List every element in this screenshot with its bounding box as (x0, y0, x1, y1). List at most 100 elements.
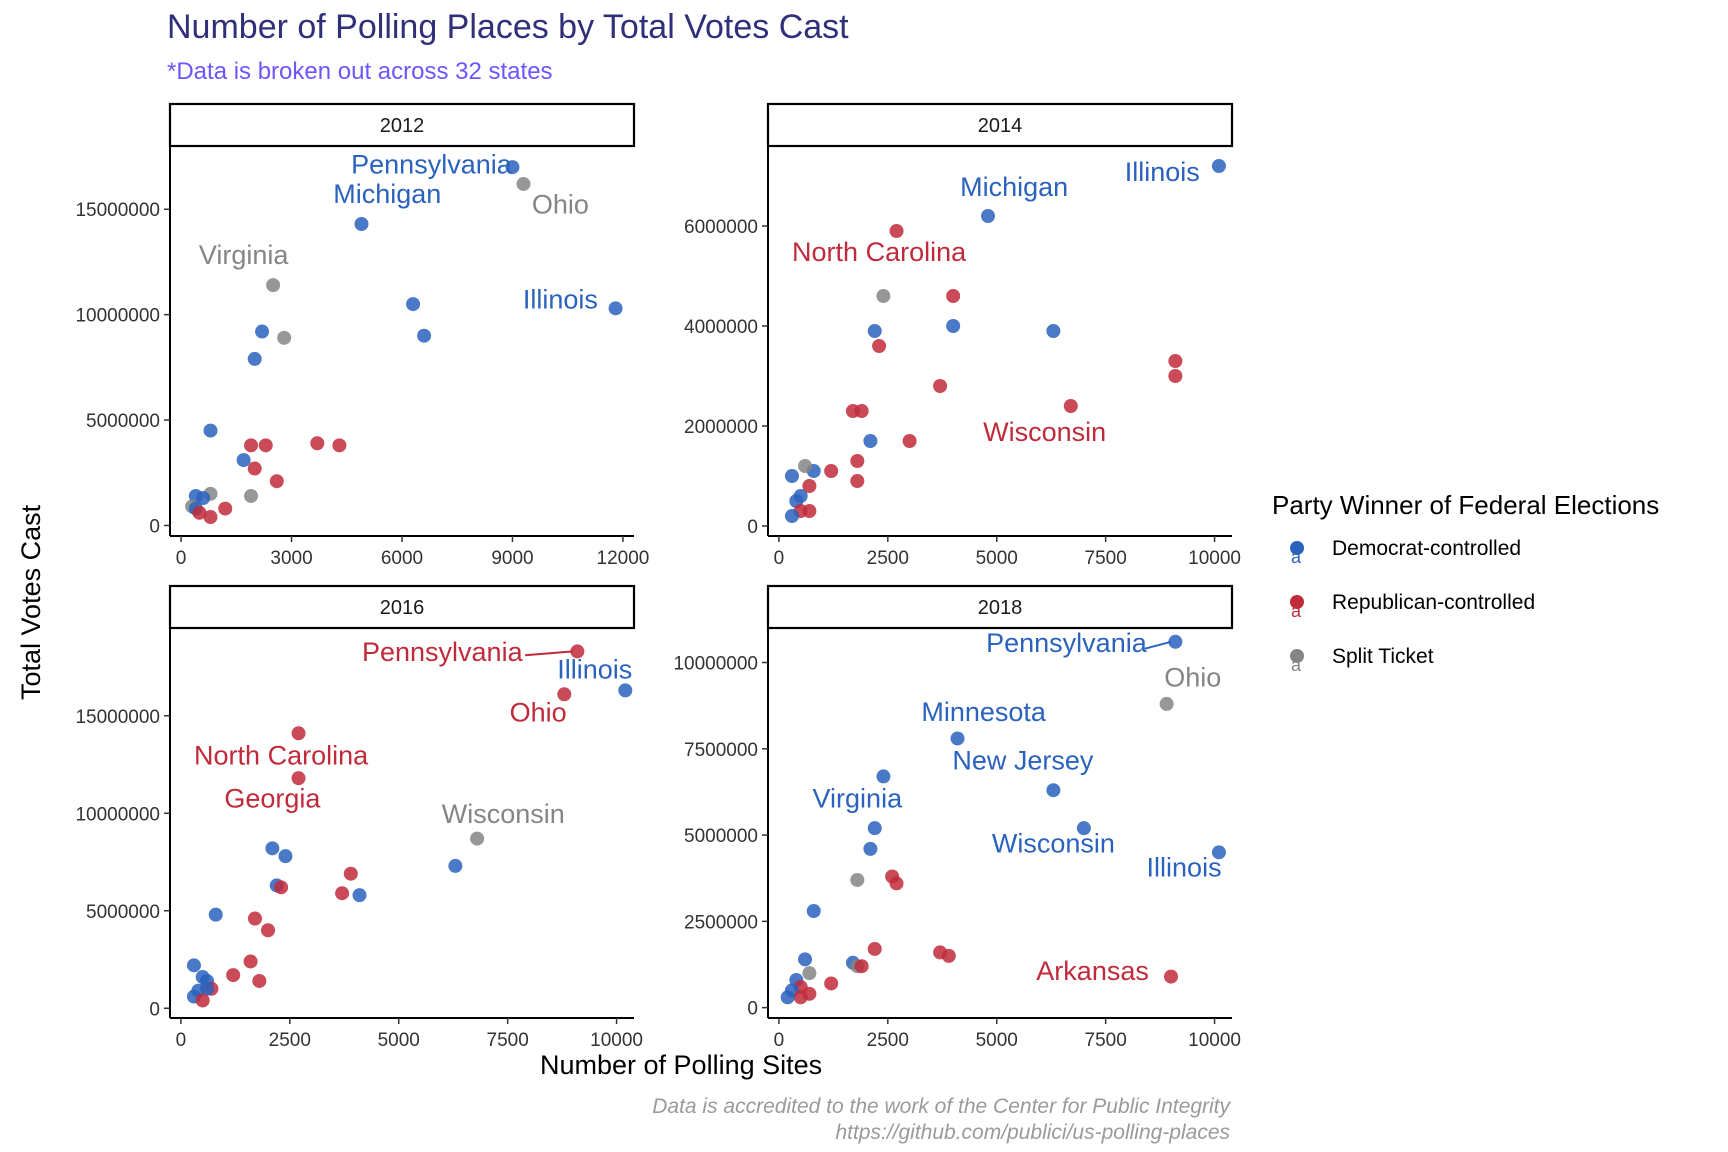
data-point (824, 976, 839, 991)
x-tick-label: 5000 (378, 1030, 420, 1051)
data-point (863, 841, 878, 856)
data-point (780, 990, 795, 1005)
data-point (226, 968, 241, 983)
data-point (354, 217, 369, 231)
data-point (557, 687, 572, 702)
data-point (195, 993, 210, 1008)
x-tick-label: 0 (176, 1030, 187, 1051)
facet-strip-label-2018: 2018 (978, 597, 1023, 619)
x-tick-label: 3000 (270, 548, 312, 569)
x-tick-label: 0 (176, 548, 187, 569)
y-tick-label: 0 (747, 999, 758, 1020)
data-point (208, 907, 223, 922)
state-label: Ohio (532, 189, 589, 219)
legend-item-democrat: a Democrat-controlled (1272, 529, 1659, 575)
data-point (186, 958, 201, 973)
data-point (867, 821, 882, 836)
x-tick-label: 7500 (1085, 548, 1127, 569)
y-tick-label: 0 (149, 516, 160, 537)
data-point (274, 880, 289, 895)
data-point (850, 474, 865, 488)
data-point (291, 771, 306, 786)
data-point (941, 948, 956, 963)
chart-subtitle: *Data is broken out across 32 states (167, 58, 553, 85)
data-point (876, 289, 891, 303)
data-point (863, 434, 878, 448)
state-label: Ohio (1164, 663, 1221, 693)
legend-dot-republican (1290, 595, 1304, 609)
data-point (872, 339, 887, 353)
x-tick-label: 0 (774, 1030, 785, 1051)
legend-label-republican: Republican-controlled (1332, 591, 1536, 614)
data-point (806, 904, 821, 919)
legend-dot-democrat (1290, 541, 1304, 555)
data-point (247, 461, 262, 476)
facet-strip-2014 (766, 102, 1234, 148)
data-point (352, 888, 367, 903)
x-tick-label: 7500 (487, 1030, 529, 1051)
data-point (850, 872, 865, 887)
facet-strip-2012 (168, 102, 636, 148)
data-point (1211, 845, 1226, 860)
state-label: Ohio (510, 698, 567, 728)
caption-line-2: https://github.com/publici/us-polling-pl… (835, 1121, 1230, 1144)
data-point (1168, 354, 1183, 368)
data-point (261, 923, 276, 938)
x-tick-label: 5000 (976, 548, 1018, 569)
legend-item-split-ticket: a Split Ticket (1272, 637, 1659, 683)
data-point (946, 289, 961, 303)
x-tick-label: 9000 (491, 548, 533, 569)
data-point (332, 438, 347, 453)
chart-title: Number of Polling Places by Total Votes … (167, 8, 849, 46)
y-tick-label: 0 (747, 517, 758, 538)
state-label: Wisconsin (983, 417, 1106, 447)
data-point (310, 436, 325, 451)
data-point (277, 330, 292, 345)
data-point (236, 453, 251, 468)
panel-2012: 2012 0 3000 6000 9000 12000 0 5000000 10000000 15… (75, 102, 649, 569)
x-tick-label: 10000 (1188, 548, 1241, 569)
label-leader-line (1144, 640, 1172, 650)
data-point (1046, 324, 1061, 338)
data-point (448, 858, 463, 873)
facet-strip-2016 (168, 584, 636, 630)
x-tick-label: 2500 (269, 1030, 311, 1051)
data-point (1159, 696, 1174, 711)
facet-strip-label-2016: 2016 (380, 597, 425, 619)
label-leader-line (524, 650, 574, 657)
y-tick-label: 4000000 (684, 317, 758, 338)
data-point (516, 176, 531, 191)
data-point (798, 459, 813, 473)
data-point (1168, 634, 1183, 649)
data-point (889, 876, 904, 891)
y-tick-label: 15000000 (75, 707, 160, 728)
state-label: Minnesota (921, 697, 1047, 727)
data-point (1076, 821, 1091, 836)
y-tick-label: 2500000 (684, 912, 758, 933)
legend-dot-split-ticket (1290, 649, 1304, 663)
facet-strip-label-2014: 2014 (978, 115, 1023, 137)
state-label: North Carolina (792, 237, 967, 267)
state-label: Arkansas (1036, 956, 1149, 986)
data-point (1164, 969, 1179, 984)
data-point (244, 438, 259, 453)
legend-key-republican: a (1286, 591, 1312, 621)
y-axis-label: Total Votes Cast (16, 504, 46, 700)
data-point (255, 324, 270, 339)
data-point (200, 981, 215, 996)
state-label: Illinois (1125, 157, 1200, 187)
x-tick-label: 6000 (381, 548, 423, 569)
data-point (243, 954, 258, 969)
data-point (850, 454, 865, 468)
data-point (343, 866, 358, 881)
data-point (876, 769, 891, 784)
data-point (798, 952, 813, 967)
x-tick-label: 5000 (976, 1030, 1018, 1051)
data-point (950, 731, 965, 746)
panel-2018: 2018 0 2500 5000 7500 10000 0 2500000 5000000 750… (673, 584, 1241, 1051)
caption: Data is accredited to the work of the Ce… (330, 1094, 1230, 1146)
data-point (570, 644, 585, 659)
state-label: Georgia (224, 783, 321, 813)
legend-glyph-republican: a (1291, 601, 1302, 621)
